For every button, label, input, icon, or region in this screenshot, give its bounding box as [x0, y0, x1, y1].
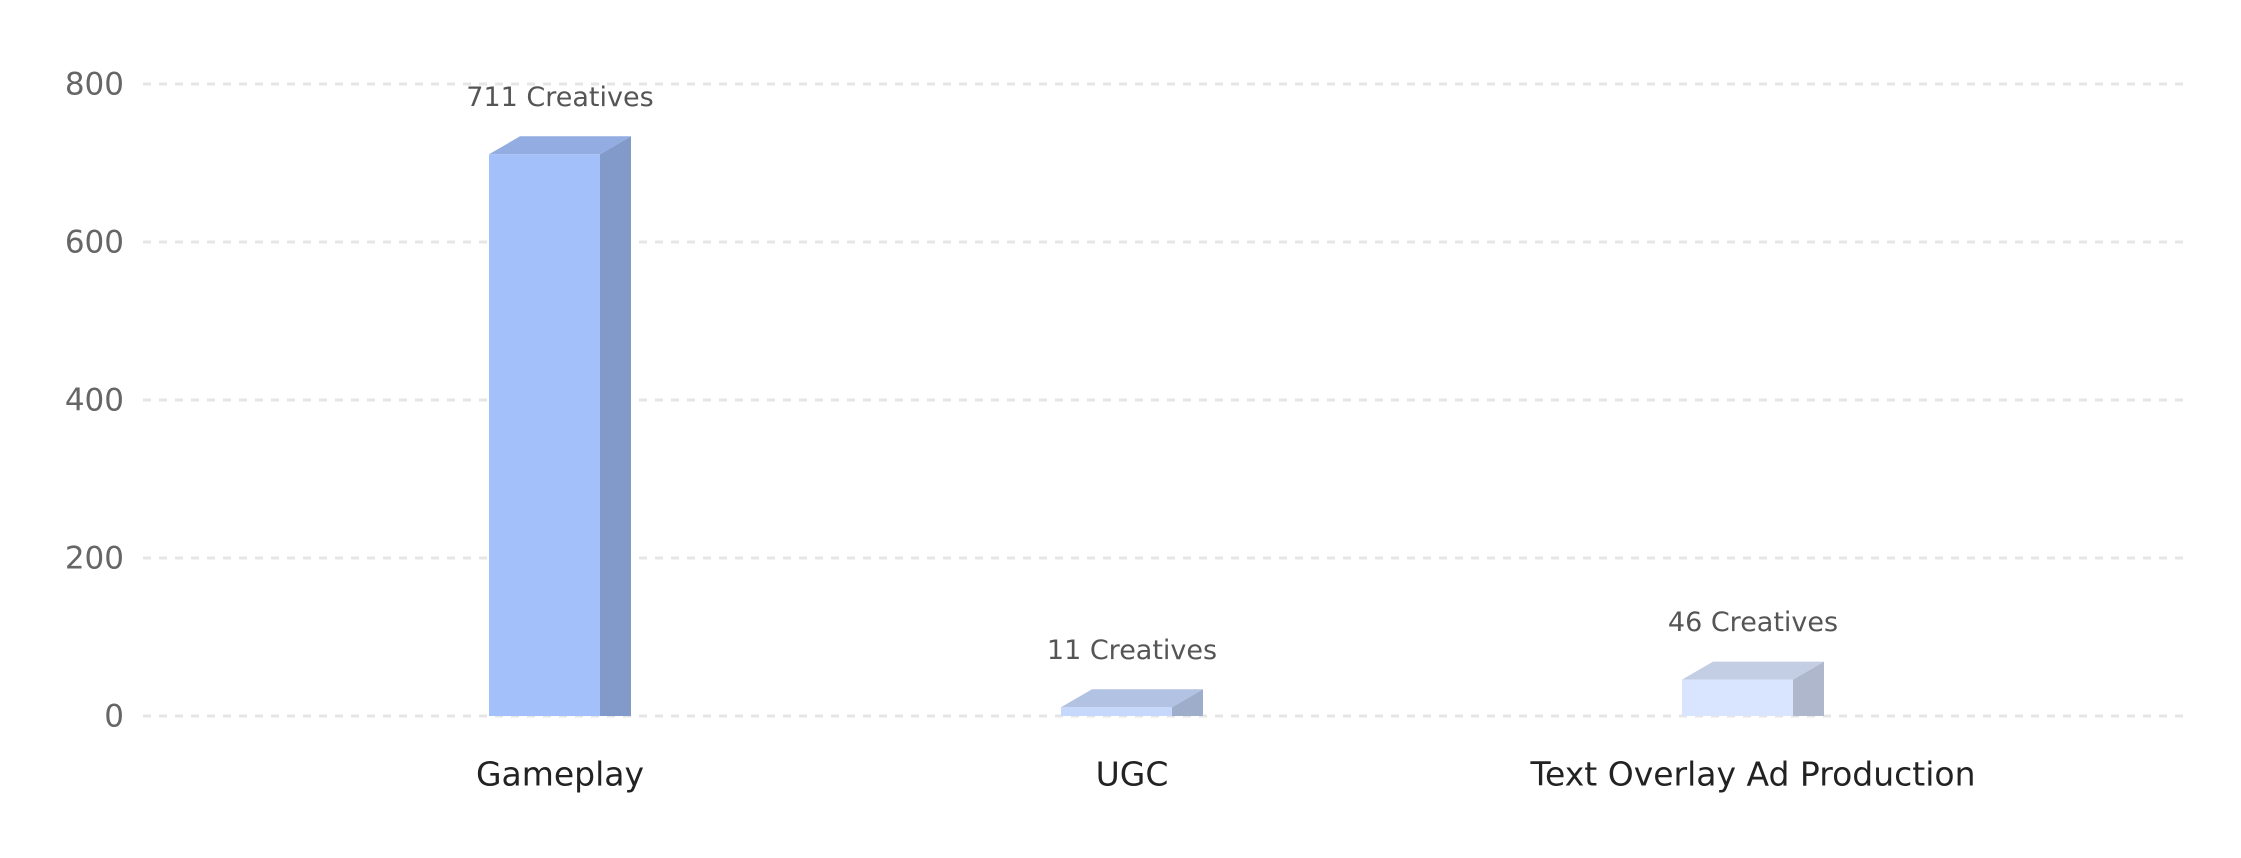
bar-side [600, 136, 631, 716]
bar-top [1682, 661, 1824, 680]
y-tick-label: 0 [104, 699, 124, 735]
x-tick-label: Gameplay [476, 755, 644, 794]
x-tick-label: Text Overlay Ad Production [1529, 755, 1975, 794]
y-tick-label: 800 [65, 67, 124, 103]
value-label: 46 Creatives [1668, 607, 1838, 638]
bar-side [1172, 689, 1203, 716]
value-label: 711 Creatives [466, 82, 653, 113]
bar-side [1793, 661, 1824, 716]
x-tick-label: UGC [1096, 755, 1169, 794]
value-label: 11 Creatives [1047, 635, 1217, 666]
y-tick-label: 600 [65, 225, 124, 261]
bar-top [1061, 689, 1203, 708]
bar-front [1682, 679, 1793, 716]
y-tick-label: 200 [65, 541, 124, 577]
y-tick-label: 400 [65, 383, 124, 419]
bar-front [1061, 707, 1172, 716]
bar-front [489, 154, 600, 716]
bar-top [489, 136, 631, 155]
